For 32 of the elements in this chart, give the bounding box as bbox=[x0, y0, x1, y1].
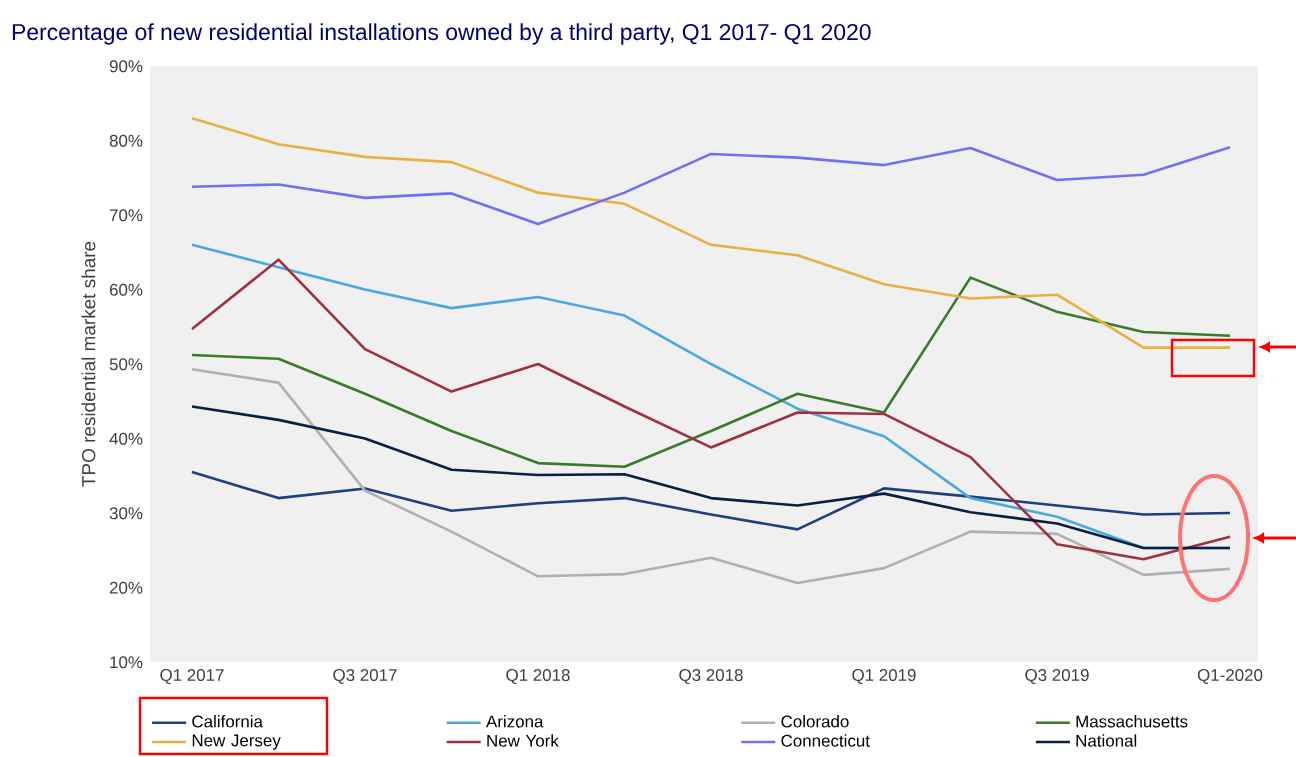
y-axis-title: TPO residential market share bbox=[81, 241, 96, 487]
x-tick-label: Q3 2017 bbox=[333, 669, 397, 685]
legend-label: New York bbox=[487, 734, 559, 747]
line-series bbox=[190, 116, 1232, 349]
y-tick-label: 10% bbox=[110, 656, 143, 669]
y-tick-label: 50% bbox=[109, 358, 143, 371]
legend-label: Colorado bbox=[781, 715, 849, 728]
line-series bbox=[190, 405, 1232, 550]
legend-label: California bbox=[192, 715, 263, 728]
legend-label: Connecticut bbox=[781, 734, 870, 747]
y-tick-label: 40% bbox=[109, 432, 143, 445]
y-tick-label: 20% bbox=[109, 581, 143, 594]
x-tick-label: Q1-2020 bbox=[1197, 669, 1263, 685]
x-tick-label: Q3 2018 bbox=[679, 669, 743, 685]
line-series bbox=[190, 276, 1232, 469]
legend-label: New Jersey bbox=[192, 734, 281, 750]
x-tick-label: Q1 2019 bbox=[852, 669, 916, 685]
line-series bbox=[190, 470, 1232, 531]
legend-label: Arizona bbox=[486, 715, 544, 728]
line-series bbox=[190, 367, 1232, 585]
legend-label: National bbox=[1076, 734, 1137, 747]
chart-title: Percentage of new residential installations owned by a third party, Q1 2017- Q1 2020 bbox=[12, 23, 871, 45]
y-tick-label: 60% bbox=[109, 283, 143, 296]
legend-label: Massachusetts bbox=[1076, 715, 1188, 728]
y-tick-label: 30% bbox=[109, 507, 143, 520]
y-tick-label: 70% bbox=[109, 209, 143, 222]
y-tick-label: 80% bbox=[109, 134, 143, 147]
x-tick-label: Q1 2017 bbox=[160, 669, 224, 685]
line-series bbox=[190, 145, 1232, 226]
y-tick-label: 90% bbox=[109, 60, 143, 73]
x-tick-label: Q1 2018 bbox=[506, 669, 570, 685]
x-tick-label: Q3 2019 bbox=[1025, 669, 1089, 685]
